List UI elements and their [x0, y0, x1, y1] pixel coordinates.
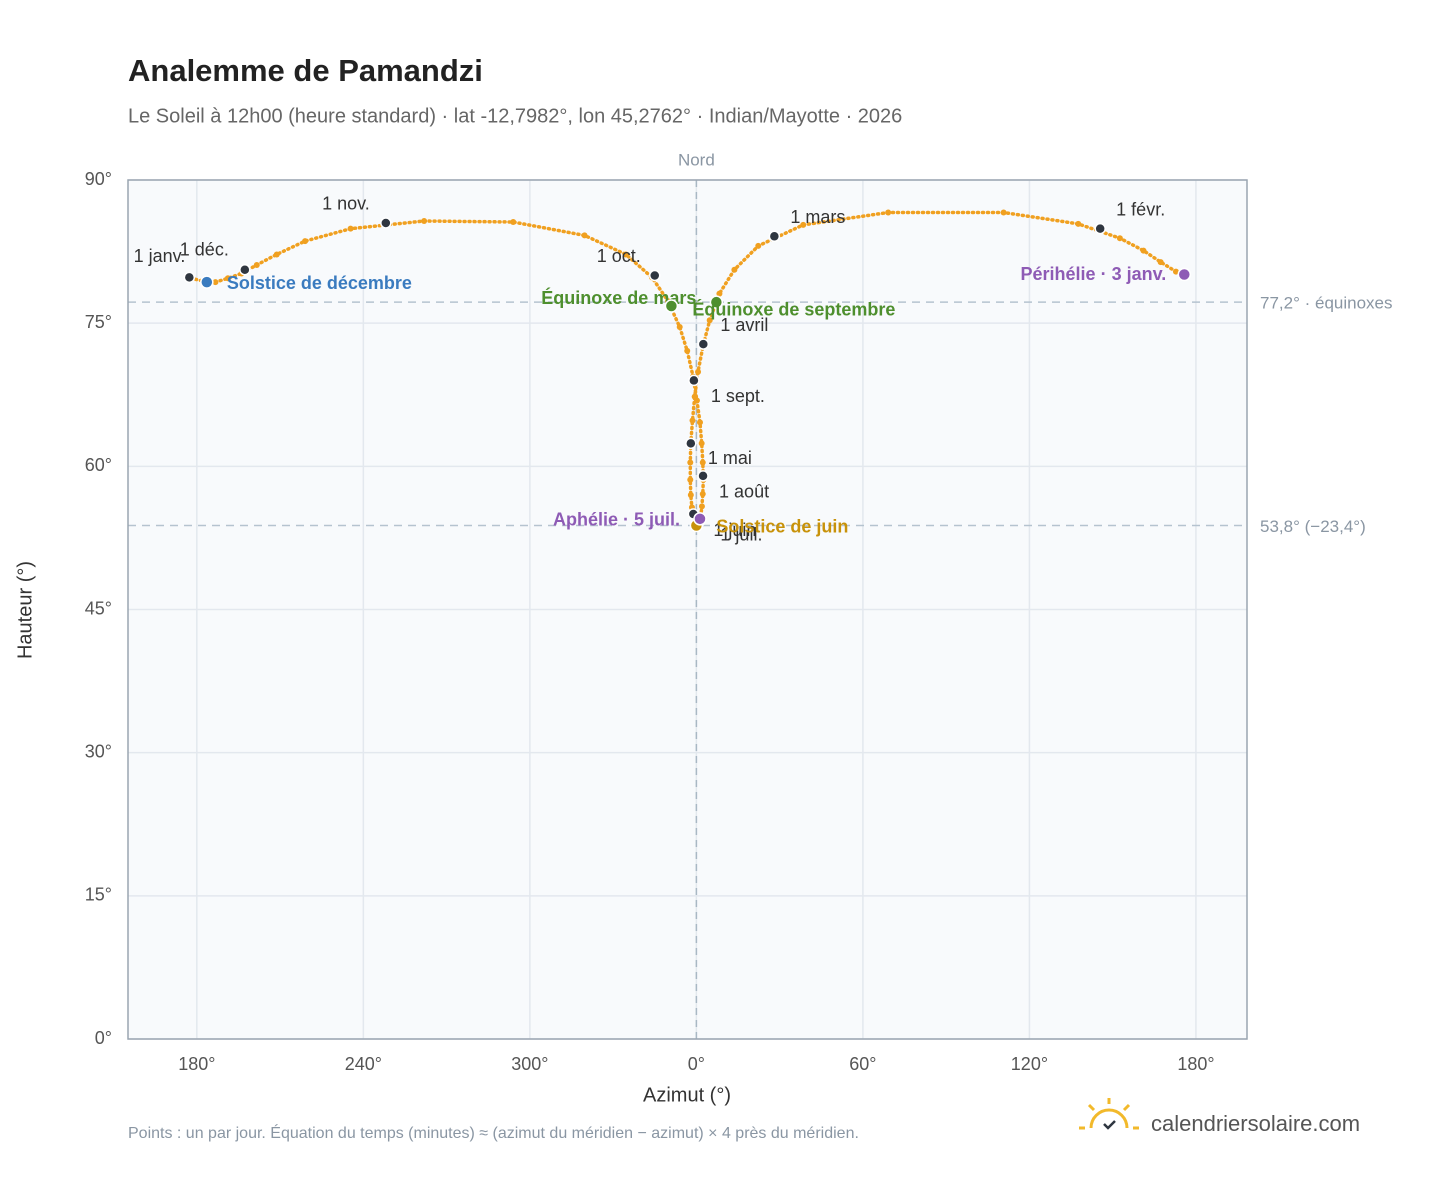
- day-point: [622, 251, 629, 258]
- y-tick-label: 45°: [85, 598, 112, 618]
- day-point: [699, 459, 706, 466]
- month-label: 1 avril: [720, 315, 768, 335]
- chart-subtitle: Le Soleil à 12h00 (heure standard) · lat…: [128, 105, 902, 127]
- day-point: [347, 225, 354, 232]
- event-marker: [693, 512, 707, 526]
- day-point: [800, 221, 807, 228]
- day-point: [676, 323, 683, 330]
- month-marker: [380, 217, 392, 229]
- month-label: 1 nov.: [322, 194, 370, 214]
- day-point: [273, 251, 280, 258]
- y-tick-label: 0°: [95, 1028, 112, 1048]
- month-label: 1 juin: [713, 520, 756, 540]
- reference-label: 53,8° (−23,4°): [1260, 517, 1366, 536]
- month-label: 1 déc.: [180, 239, 229, 259]
- y-tick-label: 15°: [85, 885, 112, 905]
- month-marker: [239, 263, 251, 276]
- day-point: [421, 218, 428, 225]
- day-point: [224, 275, 231, 282]
- brand-logo: [1079, 1098, 1139, 1130]
- y-tick-label: 90°: [85, 169, 112, 189]
- day-point: [510, 218, 517, 225]
- month-label: 1 juil.: [720, 524, 762, 544]
- event-label: Solstice de juin: [716, 516, 848, 536]
- event-marker: [1177, 267, 1192, 282]
- event-marker: [664, 299, 679, 313]
- day-point: [716, 290, 723, 297]
- day-point: [689, 417, 696, 424]
- x-tick-label: 0°: [688, 1054, 705, 1074]
- chart-title: Analemme de Pamandzi: [128, 53, 483, 88]
- event-marker: [709, 295, 724, 309]
- month-marker: [183, 271, 196, 284]
- plot-border: [127, 179, 1248, 1040]
- day-point: [731, 266, 738, 273]
- day-point: [1075, 220, 1082, 227]
- x-tick-label: 180°: [1177, 1054, 1214, 1074]
- y-tick-label: 75°: [85, 312, 112, 332]
- day-point: [1172, 268, 1179, 275]
- y-axis-title: Hauteur (°): [14, 561, 36, 659]
- x-tick-label: 240°: [345, 1054, 382, 1074]
- north-label: Nord: [678, 150, 715, 169]
- day-point: [253, 261, 260, 268]
- day-point: [212, 279, 219, 286]
- day-point: [687, 476, 694, 483]
- day-point: [698, 440, 705, 447]
- month-label: 1 févr.: [1116, 199, 1165, 219]
- x-tick-label: 120°: [1011, 1054, 1048, 1074]
- event-marker: [200, 275, 214, 289]
- event-label: Périhélie · 3 janv.: [1021, 264, 1167, 284]
- day-point: [699, 491, 706, 498]
- footnote: Points : un par jour. Équation du temps …: [128, 1123, 859, 1142]
- reference-label: 77,2° · équinoxes: [1260, 294, 1393, 313]
- month-marker: [768, 230, 781, 243]
- event-label: Équinoxe de septembre: [692, 299, 895, 320]
- y-tick-label: 30°: [85, 741, 112, 761]
- day-point: [1000, 209, 1007, 216]
- brand: calendriersolaire.com: [1151, 1111, 1360, 1136]
- event-label: Solstice de décembre: [227, 273, 412, 293]
- x-axis-title: Azimut (°): [643, 1084, 731, 1106]
- month-label: 1 sept.: [711, 386, 765, 406]
- month-marker: [649, 269, 661, 282]
- day-point: [1157, 259, 1164, 266]
- day-point: [302, 238, 309, 245]
- month-label: 1 janv.: [134, 246, 186, 266]
- month-marker: [688, 374, 700, 387]
- month-marker: [697, 470, 709, 482]
- day-point: [693, 397, 700, 404]
- day-point: [687, 491, 694, 498]
- month-label: 1 oct.: [597, 246, 641, 266]
- event-label: Équinoxe de mars: [541, 287, 696, 308]
- day-point: [698, 503, 705, 510]
- event-label: Aphélie · 5 juil.: [553, 510, 680, 530]
- day-point: [755, 242, 762, 249]
- month-marker: [685, 437, 697, 450]
- month-marker: [697, 338, 710, 350]
- x-tick-label: 60°: [849, 1054, 876, 1074]
- day-point: [706, 317, 713, 324]
- month-label: 1 mars: [790, 207, 845, 227]
- day-point: [581, 232, 588, 239]
- day-point: [695, 368, 702, 375]
- x-tick-label: 300°: [511, 1054, 548, 1074]
- day-point: [885, 209, 892, 216]
- x-tick-label: 180°: [178, 1054, 215, 1074]
- day-point: [696, 419, 703, 426]
- day-point: [1116, 235, 1123, 242]
- y-tick-label: 60°: [85, 455, 112, 475]
- month-marker: [1094, 222, 1106, 235]
- month-label: 1 août: [719, 482, 769, 502]
- day-point: [1140, 247, 1147, 254]
- day-point: [684, 347, 691, 354]
- month-label: 1 mai: [708, 448, 752, 468]
- day-point: [687, 459, 694, 466]
